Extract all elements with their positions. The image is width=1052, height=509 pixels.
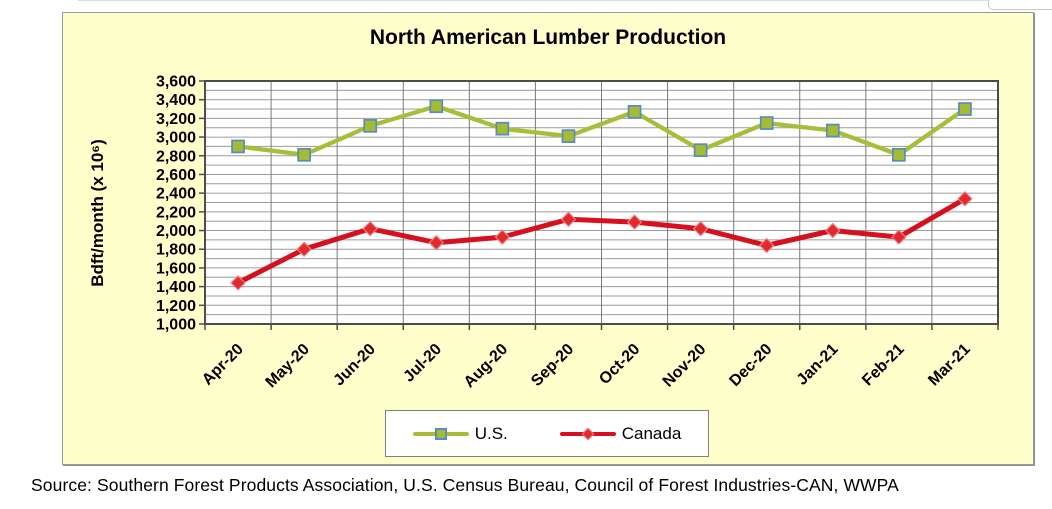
us-series-line — [235, 104, 968, 157]
cropped-ui-fragment-line — [78, 0, 990, 1]
y-tick-label: 2,200 — [156, 204, 196, 221]
us-data-point-marker — [825, 123, 840, 138]
us-data-point-marker — [759, 116, 774, 130]
canada-series-line — [235, 196, 968, 286]
legend-item-us: U.S. — [412, 423, 508, 444]
x-tick-label: Mar-21 — [925, 341, 974, 390]
x-tick-label: May-20 — [263, 341, 313, 391]
x-tick-label: Jun-20 — [331, 341, 380, 390]
us-data-point-marker — [958, 102, 972, 116]
y-tick-label: 1,200 — [156, 298, 196, 315]
cropped-ui-fragment — [988, 0, 1052, 10]
us-data-point-marker — [627, 104, 642, 119]
us-series-swatch — [412, 427, 469, 441]
canada-series-swatch — [559, 427, 616, 441]
canada-data-point-marker — [957, 190, 973, 207]
canada-data-point-marker — [891, 229, 907, 245]
x-tick-label: Jul-20 — [400, 341, 445, 386]
y-tick-label: 3,000 — [156, 130, 196, 147]
y-tick-label: 2,600 — [156, 167, 196, 184]
legend-item-canada: Canada — [559, 423, 682, 444]
x-tick-label: Aug-20 — [461, 341, 511, 391]
y-tick-label: 1,800 — [156, 242, 196, 259]
us-data-point-marker — [297, 147, 311, 162]
us-data-point-marker — [429, 99, 444, 114]
x-tick-label: Nov-20 — [660, 341, 710, 391]
canada-data-point-marker — [560, 211, 577, 228]
canada-data-point-marker — [230, 275, 246, 291]
x-tick-label: Dec-20 — [726, 341, 775, 390]
y-tick-label: 3,200 — [156, 111, 196, 128]
canada-data-point-marker — [362, 220, 378, 237]
y-tick-label: 1,400 — [156, 279, 196, 296]
us-data-point-marker — [363, 119, 378, 133]
us-data-point-marker — [495, 121, 510, 136]
y-tick-label: 1,600 — [156, 260, 196, 277]
y-tick-label: 3,400 — [156, 92, 196, 109]
canada-data-point-marker — [626, 214, 643, 230]
legend-label-canada: Canada — [621, 423, 682, 443]
y-tick-label: 2,400 — [156, 186, 196, 203]
us-data-point-marker — [561, 129, 576, 143]
canada-data-point-marker — [758, 237, 775, 254]
x-tick-label: Oct-20 — [596, 341, 643, 388]
y-tick-label: 2,000 — [156, 223, 196, 240]
x-tick-label: Jan-21 — [794, 341, 842, 389]
x-tick-label: Apr-20 — [199, 341, 247, 389]
legend: U.S. Canada — [385, 410, 709, 457]
source-caption: Source: Southern Forest Products Associa… — [31, 475, 899, 495]
chart-title: North American Lumber Production — [369, 26, 727, 49]
canada-data-point-marker — [692, 220, 709, 237]
legend-label-us: U.S. — [474, 423, 508, 443]
x-tick-label: Feb-21 — [859, 341, 908, 390]
square-marker-icon — [434, 427, 447, 440]
y-axis-title: Bdft/month (x 10⁶) — [88, 139, 107, 287]
canada-data-point-marker — [494, 229, 511, 245]
x-tick-label: Sep-20 — [528, 341, 577, 390]
canada-data-point-marker — [825, 222, 841, 239]
canada-data-point-marker — [296, 241, 312, 258]
us-data-point-marker — [231, 139, 245, 154]
us-data-point-marker — [693, 143, 708, 158]
y-tick-label: 3,600 — [156, 74, 196, 91]
diamond-marker-icon — [581, 427, 595, 440]
canada-data-point-marker — [428, 234, 445, 251]
y-tick-label: 1,000 — [156, 317, 196, 334]
us-data-point-marker — [892, 147, 906, 162]
y-tick-label: 2,800 — [156, 148, 196, 165]
